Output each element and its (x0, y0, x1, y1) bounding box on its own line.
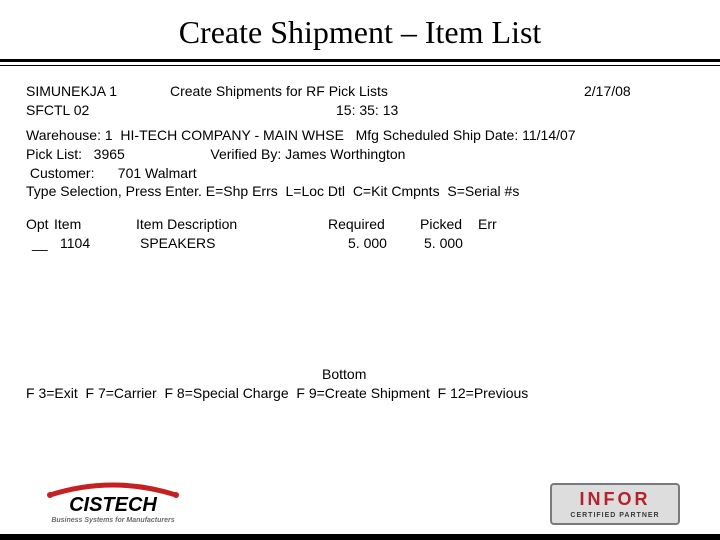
slide-title: Create Shipment – Item List (0, 0, 720, 59)
row-pick: 5. 000 (424, 234, 463, 253)
info-line-3: Customer: 701 Walmart (26, 164, 694, 183)
terminal-body: SIMUNEKJA 1 SFCTL 02 Create Shipments fo… (0, 66, 720, 403)
header-program: SFCTL 02 (26, 101, 166, 120)
infor-logo: INFOR CERTIFIED PARTNER (550, 483, 680, 530)
row-desc: SPEAKERS (140, 234, 215, 253)
header-time: 15: 35: 13 (166, 101, 584, 120)
cistech-text: CISTECH (69, 494, 157, 516)
infor-tag: CERTIFIED PARTNER (570, 512, 659, 519)
row-item: 1104 (60, 234, 90, 253)
col-header-item: Item (54, 215, 81, 234)
footer-logos: CISTECH Business Systems for Manufacture… (0, 480, 720, 530)
item-list: Opt Item Item Description Required Picke… (26, 215, 694, 255)
col-header-opt: Opt (26, 215, 49, 234)
infor-text: INFOR (580, 489, 651, 509)
col-header-req: Required (328, 215, 385, 234)
col-header-desc: Item Description (136, 215, 237, 234)
header-user: SIMUNEKJA 1 (26, 82, 166, 101)
header-date: 2/17/08 (584, 83, 631, 99)
info-line-4: Type Selection, Press Enter. E=Shp Errs … (26, 182, 694, 201)
header-screen-title: Create Shipments for RF Pick Lists (166, 82, 584, 101)
row-req: 5. 000 (348, 234, 387, 253)
info-line-2: Pick List: 3965 Verified By: James Worth… (26, 145, 694, 164)
col-header-err: Err (478, 215, 497, 234)
list-bottom-marker: Bottom (26, 365, 694, 384)
row-opt[interactable]: __ (32, 234, 48, 253)
cistech-tag: Business Systems for Manufacturers (51, 517, 174, 524)
bottom-rule (0, 534, 720, 540)
cistech-logo: CISTECH Business Systems for Manufacture… (28, 481, 198, 530)
col-header-pick: Picked (420, 215, 462, 234)
function-keys: F 3=Exit F 7=Carrier F 8=Special Charge … (26, 384, 694, 403)
title-rule-thick (0, 59, 720, 62)
info-line-1: Warehouse: 1 HI-TECH COMPANY - MAIN WHSE… (26, 126, 694, 145)
header-row: SIMUNEKJA 1 SFCTL 02 Create Shipments fo… (26, 82, 694, 120)
